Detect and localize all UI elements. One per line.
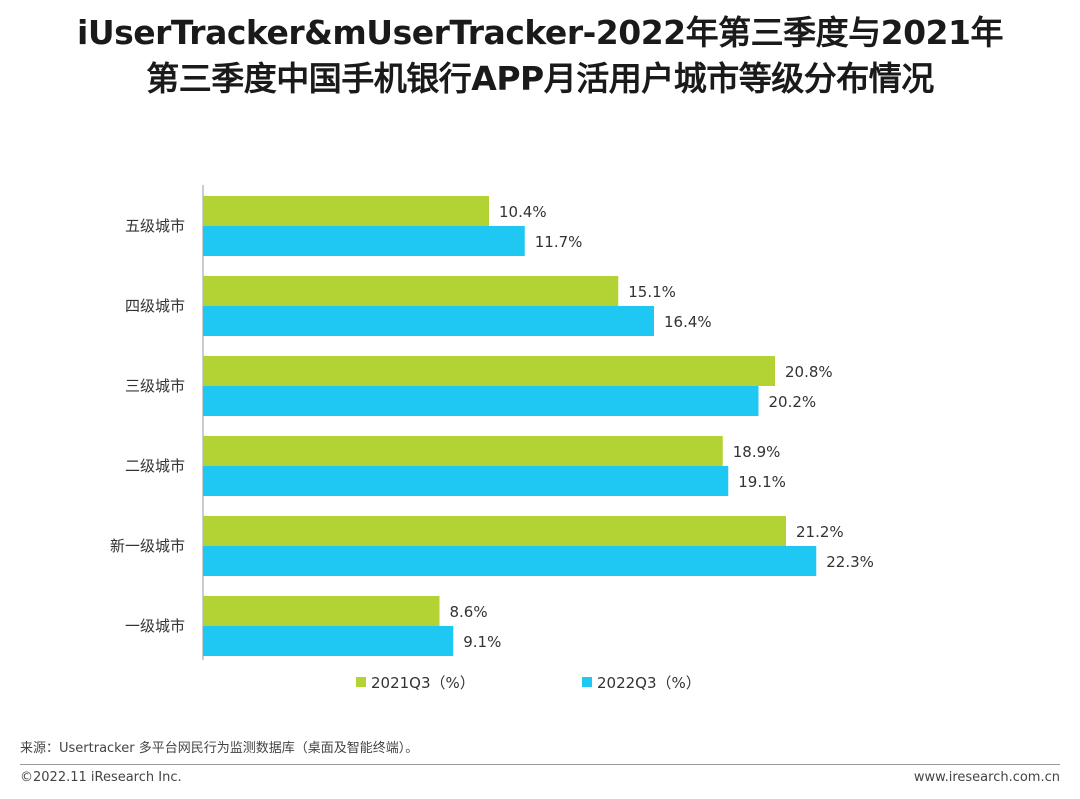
footer-copyright: ©2022.11 iResearch Inc. bbox=[20, 770, 182, 785]
category-label: 五级城市 bbox=[125, 217, 185, 235]
category-label: 四级城市 bbox=[125, 297, 185, 315]
category-label: 二级城市 bbox=[125, 457, 185, 475]
bar bbox=[203, 626, 454, 656]
chart-title: iUserTracker&mUserTracker-2022年第三季度与2021… bbox=[0, 10, 1080, 102]
data-label: 10.4% bbox=[499, 203, 547, 221]
legend-swatch bbox=[582, 677, 592, 687]
footer-website: www.iresearch.com.cn bbox=[913, 770, 1060, 785]
data-label: 20.2% bbox=[769, 393, 817, 411]
bar bbox=[203, 466, 729, 496]
category-label: 一级城市 bbox=[125, 617, 185, 635]
legend-label: 2022Q3（%） bbox=[597, 674, 701, 692]
data-label: 16.4% bbox=[664, 313, 712, 331]
bar bbox=[203, 436, 723, 466]
bar bbox=[203, 546, 817, 576]
data-label: 11.7% bbox=[535, 233, 583, 251]
bar bbox=[203, 306, 654, 336]
data-label: 21.2% bbox=[796, 523, 844, 541]
footer-divider bbox=[20, 764, 1060, 765]
data-label: 19.1% bbox=[738, 473, 786, 491]
bar bbox=[203, 596, 440, 626]
bar bbox=[203, 196, 489, 226]
legend-label: 2021Q3（%） bbox=[371, 674, 475, 692]
bar bbox=[203, 276, 619, 306]
bar bbox=[203, 226, 525, 256]
data-label: 9.1% bbox=[463, 633, 501, 651]
chart-title-line-1: iUserTracker&mUserTracker-2022年第三季度与2021… bbox=[77, 13, 1003, 52]
category-label: 新一级城市 bbox=[110, 537, 185, 555]
data-label: 22.3% bbox=[826, 553, 874, 571]
category-label: 三级城市 bbox=[125, 377, 185, 395]
chart-title-line-2: 第三季度中国手机银行APP月活用户城市等级分布情况 bbox=[146, 59, 934, 98]
bar bbox=[203, 516, 786, 546]
data-label: 15.1% bbox=[628, 283, 676, 301]
source-note: 来源：Usertracker 多平台网民行为监测数据库（桌面及智能终端）。 bbox=[20, 741, 419, 756]
legend-swatch bbox=[356, 677, 366, 687]
bar bbox=[203, 356, 775, 386]
data-label: 8.6% bbox=[450, 603, 488, 621]
bar bbox=[203, 386, 759, 416]
data-label: 20.8% bbox=[785, 363, 833, 381]
data-label: 18.9% bbox=[733, 443, 781, 461]
